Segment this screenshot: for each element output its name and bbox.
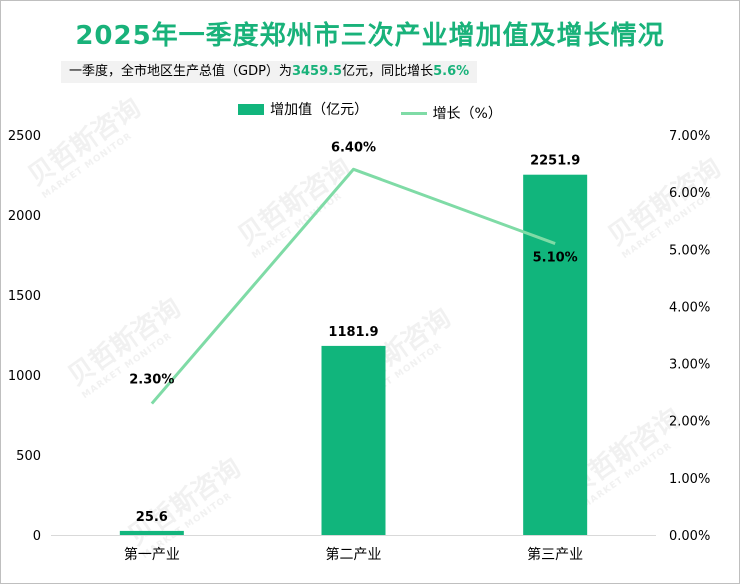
x-tick-label: 第一产业 <box>124 546 180 563</box>
y-right-tick-label: 4.00% <box>669 300 710 315</box>
growth-line <box>150 167 556 405</box>
bar <box>119 530 184 535</box>
bar-data-label: 1181.9 <box>328 325 378 340</box>
chart-legend: 增加值（亿元） 增长（%） <box>1 99 739 123</box>
subtitle-text-2: 亿元，同比增长 <box>342 64 434 79</box>
chart-subtitle: 一季度，全市地区生产总值（GDP）为3459.5亿元，同比增长5.6% <box>61 61 478 83</box>
y-right-tick-label: 1.00% <box>669 472 710 487</box>
subtitle-text-1: 一季度，全市地区生产总值（GDP）为 <box>69 64 292 79</box>
bar <box>321 345 386 535</box>
y-left-tick-label: 1500 <box>8 289 41 304</box>
legend-item-line: 增长（%） <box>400 103 502 123</box>
y-left-tick-label: 0 <box>33 529 41 544</box>
y-right-tick-label: 6.00% <box>669 186 710 201</box>
legend-bar-label: 增加值（亿元） <box>270 102 369 118</box>
bar-data-label: 25.6 <box>136 510 168 525</box>
y-right-tick-label: 0.00% <box>669 529 710 544</box>
y-right-tick-label: 2.00% <box>669 415 710 430</box>
subtitle-growth-value: 5.6% <box>433 64 470 79</box>
subtitle-gdp-value: 3459.5 <box>291 64 343 79</box>
x-tick-label: 第二产业 <box>326 546 382 563</box>
chart-title: 2025年一季度郑州市三次产业增加值及增长情况 <box>75 21 665 51</box>
y-right-tick-label: 7.00% <box>669 129 710 144</box>
y-right-tick-label: 3.00% <box>669 358 710 373</box>
line-data-label: 5.10% <box>533 251 578 266</box>
y-left-tick-label: 500 <box>16 449 41 464</box>
bar-data-label: 2251.9 <box>530 154 580 169</box>
y-left-tick-label: 2500 <box>8 129 41 144</box>
legend-line-label: 增长（%） <box>432 106 502 122</box>
y-left-tick-label: 1000 <box>8 369 41 384</box>
bar <box>523 174 588 536</box>
y-left-tick-label: 2000 <box>8 209 41 224</box>
y-right-tick-label: 5.00% <box>669 243 710 258</box>
legend-bar-swatch <box>238 103 265 115</box>
x-tick-label: 第三产业 <box>527 546 583 563</box>
legend-line-swatch <box>400 111 427 115</box>
line-data-label: 6.40% <box>331 140 376 155</box>
legend-item-bar: 增加值（亿元） <box>238 99 368 119</box>
line-data-label: 2.30% <box>129 373 174 388</box>
